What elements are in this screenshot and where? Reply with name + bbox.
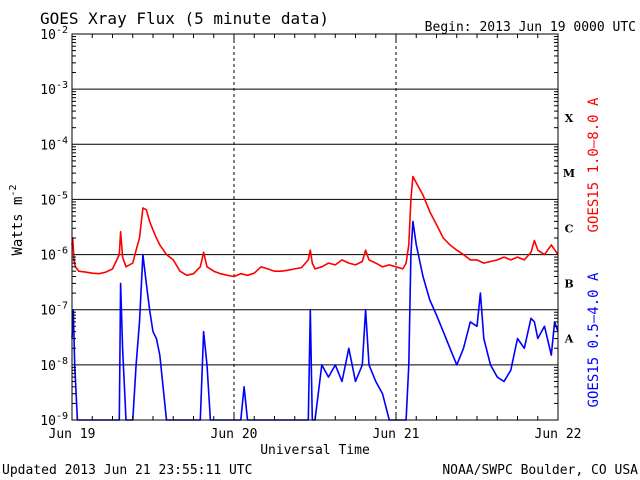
y-tick-label: 10-6 [40,246,68,264]
series-label-short: GOES15 0.5–4.0 A [586,272,602,407]
x-tick-labels: Jun 19 Jun 20 Jun 21 Jun 22 [49,427,582,442]
x-tick-label: Jun 22 [535,427,582,442]
chart-title: GOES Xray Flux (5 minute data) [40,9,329,28]
y-axis-label: Watts m-2 [8,184,26,255]
y-tick-label: 10-3 [40,80,68,98]
series-line-short [71,220,559,421]
updated-time: Updated 2013 Jun 21 23:55:11 UTC [2,463,252,478]
y-tick-label: 10-5 [40,190,68,208]
flare-class-label: M [563,167,575,180]
x-tick-label: Jun 20 [211,427,258,442]
series-line-long [71,175,559,278]
flare-class-label: X [565,112,574,125]
y-tick-label: 10-7 [40,301,68,319]
credit: NOAA/SWPC Boulder, CO USA [442,463,638,478]
axes [71,33,559,421]
flare-class-labels: X M C B A [563,112,575,346]
flare-class-label: C [565,222,574,235]
x-axis-label: Universal Time [260,443,370,458]
y-tick-label: 10-8 [40,356,68,374]
x-tick-label: Jun 19 [49,427,96,442]
series-label-long: GOES15 1.0–8.0 A [586,97,602,232]
series-group [71,175,559,421]
plot-frame [71,33,559,421]
y-tick-label: 10-9 [40,411,68,429]
x-tick-label: Jun 21 [373,427,420,442]
flare-class-label: A [564,333,574,346]
flare-class-label: B [564,277,573,290]
y-tick-label: 10-2 [40,25,68,43]
y-tick-label: 10-4 [40,135,68,153]
begin-time: Begin: 2013 Jun 19 0000 UTC [425,20,636,35]
y-tick-labels: 10-2 10-3 10-4 10-5 10-6 10-7 10-8 10-9 [40,25,68,429]
grid-lines [72,33,558,421]
